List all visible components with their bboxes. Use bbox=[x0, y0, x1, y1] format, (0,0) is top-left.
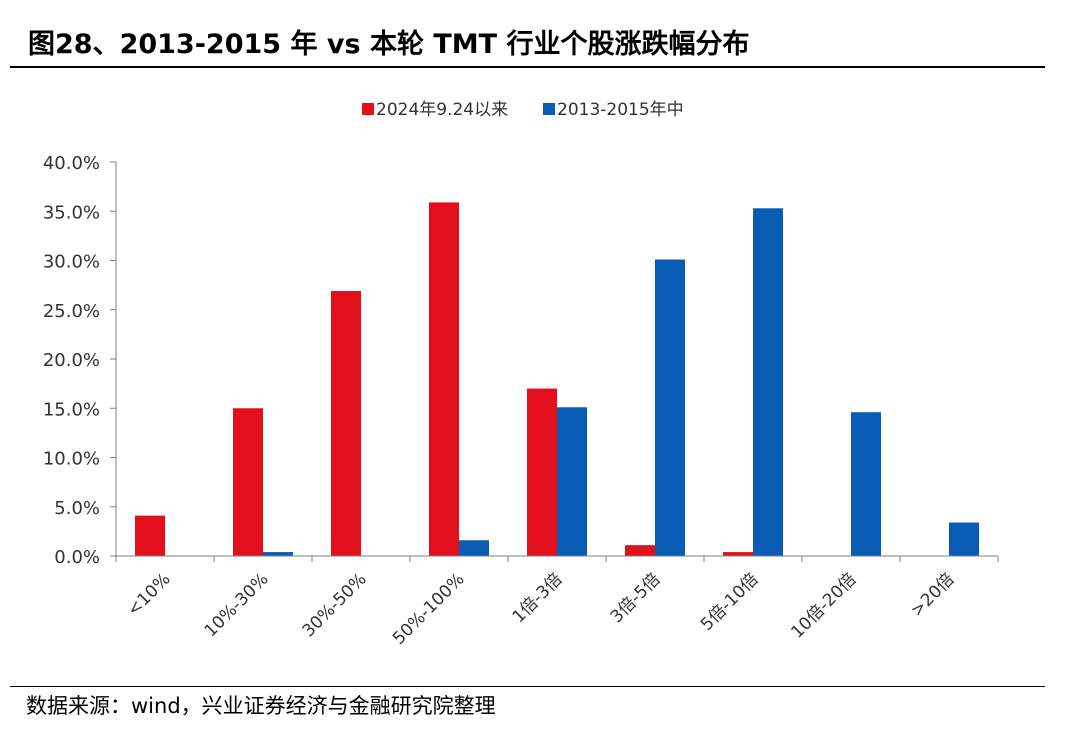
bar-series1-6 bbox=[723, 552, 753, 556]
bar-series1-3 bbox=[429, 202, 459, 556]
x-tick-label: <10% bbox=[124, 569, 175, 620]
bar-series1-4 bbox=[527, 388, 557, 556]
legend-label-0: 2024年9.24以来 bbox=[376, 100, 508, 120]
bar-series2-6 bbox=[753, 208, 783, 557]
x-tick-label: 3倍-5倍 bbox=[607, 569, 665, 627]
legend-swatch-1 bbox=[543, 103, 555, 115]
bar-series2-5 bbox=[655, 259, 685, 556]
y-tick-label: 0.0% bbox=[54, 547, 100, 568]
footer-divider bbox=[10, 686, 1045, 687]
bar-series1-1 bbox=[233, 408, 263, 556]
x-tick-label: 1倍-3倍 bbox=[509, 569, 567, 627]
y-axis: 0.0% 5.0% 10.0% 15.0% 20.0% 25.0% 30.0% 35.0% 40… bbox=[43, 153, 117, 568]
legend: 2024年9.24以来 2013-2015年中 bbox=[362, 100, 684, 120]
bar-series1-2 bbox=[331, 291, 361, 556]
x-axis: <10% 10%-30% 30%-50% 50%-100% 1倍-3倍 3倍-5倍 5倍-1… bbox=[115, 555, 999, 649]
x-tick-label: 30%-50% bbox=[299, 569, 371, 641]
y-tick-label: 20.0% bbox=[43, 350, 100, 371]
bar-series2-8 bbox=[949, 522, 979, 556]
legend-label-1: 2013-2015年中 bbox=[557, 100, 684, 120]
y-tick-label: 35.0% bbox=[43, 202, 100, 223]
y-tick-label: 10.0% bbox=[43, 449, 100, 470]
source-note: 数据来源：wind，兴业证券经济与金融研究院整理 bbox=[26, 694, 496, 718]
bar-series2-1 bbox=[263, 552, 293, 556]
bar-series1-0 bbox=[135, 515, 165, 556]
legend-swatch-0 bbox=[362, 103, 374, 115]
y-tick-label: 40.0% bbox=[43, 153, 100, 174]
bar-series2-3 bbox=[459, 540, 489, 556]
x-tick-label: 10%-30% bbox=[201, 569, 273, 641]
x-tick-label: 10倍-20倍 bbox=[787, 569, 860, 642]
x-tick-label: 5倍-10倍 bbox=[697, 569, 762, 634]
y-tick-label: 25.0% bbox=[43, 301, 100, 322]
bar-series2-4 bbox=[557, 407, 587, 556]
bar-series2-7 bbox=[851, 412, 881, 556]
x-tick-label: 50%-100% bbox=[389, 569, 469, 649]
title-divider bbox=[10, 66, 1045, 68]
bars bbox=[135, 202, 979, 557]
y-tick-label: 5.0% bbox=[54, 498, 100, 519]
chart-title: 图28、2013-2015 年 vs 本轮 TMT 行业个股涨跌幅分布 bbox=[28, 29, 750, 60]
y-tick-label: 15.0% bbox=[43, 399, 100, 420]
x-tick-label: >20倍 bbox=[907, 569, 959, 621]
y-tick-label: 30.0% bbox=[43, 252, 100, 273]
bar-series1-5 bbox=[625, 545, 655, 556]
